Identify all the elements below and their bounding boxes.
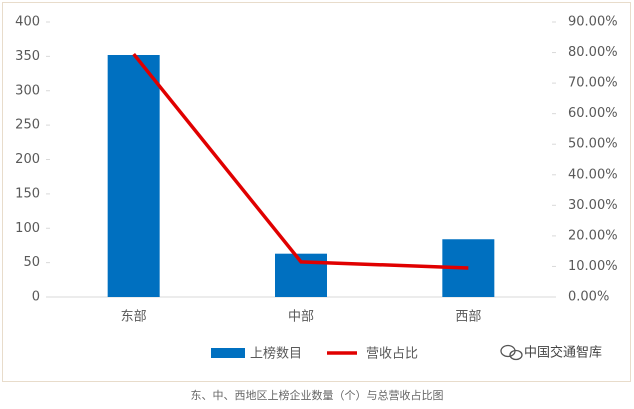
- y2-tick-label: 60.00%: [568, 106, 618, 121]
- y-tick-label: 350: [15, 49, 40, 64]
- x-tick-label: 中部: [288, 310, 314, 325]
- caption: 东、中、西地区上榜企业数量（个）与总营收占比图: [191, 388, 444, 402]
- y-tick-label: 100: [15, 221, 40, 236]
- line: [132, 52, 469, 270]
- y-tick-label: 300: [15, 83, 40, 98]
- y-tick-label: 50: [23, 255, 40, 270]
- y2-tick-label: 0.00%: [568, 290, 609, 305]
- y-tick-label: 250: [15, 118, 40, 133]
- legend-label: 营收占比: [366, 347, 418, 362]
- y2-tick-label: 30.00%: [568, 198, 618, 213]
- watermark: 中国交通智库: [524, 345, 602, 361]
- y-tick-label: 200: [15, 152, 40, 167]
- y2-tick-label: 40.00%: [568, 167, 618, 182]
- y-tick-label: 150: [15, 186, 40, 201]
- y2-tick-label: 20.00%: [568, 228, 618, 243]
- y2-tick-label: 70.00%: [568, 76, 618, 91]
- y-tick-label: 0: [32, 290, 40, 305]
- y2-tick-label: 80.00%: [568, 45, 618, 60]
- legend-swatch: [211, 348, 245, 358]
- x-tick-label: 东部: [121, 310, 147, 325]
- y2-tick-label: 90.00%: [568, 15, 618, 30]
- chart-border: [2, 2, 631, 382]
- bar: [107, 55, 160, 297]
- y2-tick-label: 10.00%: [568, 259, 618, 274]
- y-tick-label: 400: [15, 15, 40, 30]
- y2-tick-label: 50.00%: [568, 137, 618, 152]
- watermark-icon: [500, 344, 523, 361]
- legend-label: 上榜数目: [250, 346, 302, 362]
- x-tick-label: 西部: [455, 310, 481, 325]
